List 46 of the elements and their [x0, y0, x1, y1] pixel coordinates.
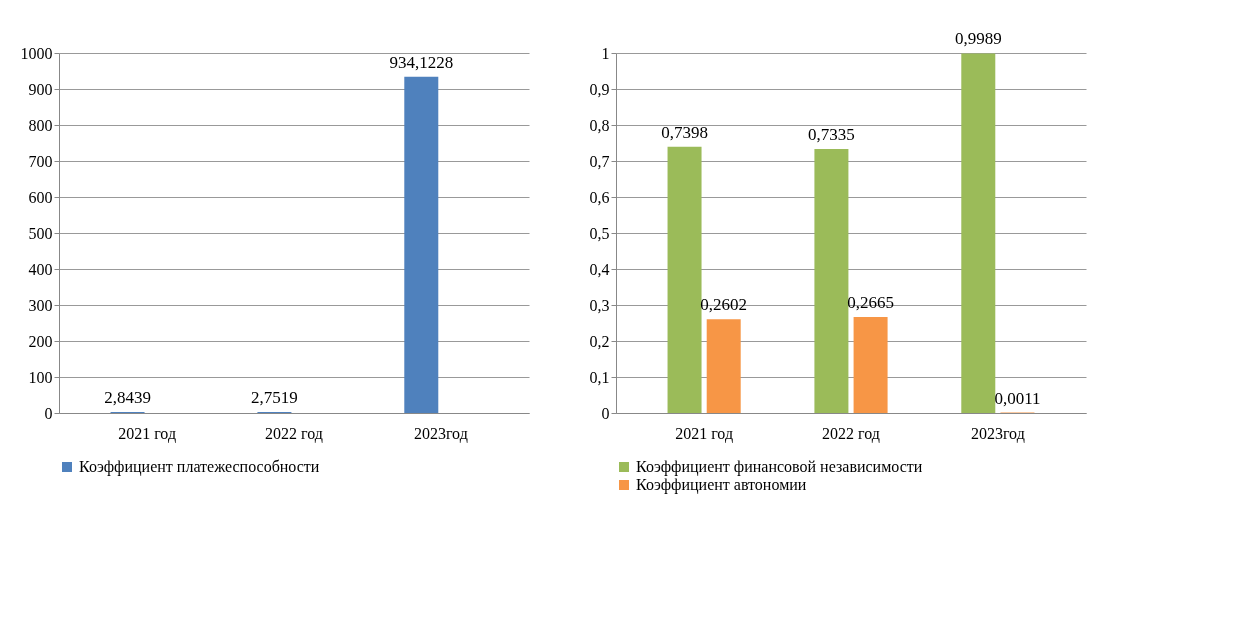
y-tick-label: 600: [28, 188, 53, 206]
data-label: 934,1228: [389, 52, 454, 72]
data-label: 0,2602: [700, 295, 748, 315]
y-tick-label: 0,9: [589, 80, 610, 98]
data-label: 0,0011: [994, 388, 1041, 408]
y-tick-label: 800: [28, 116, 53, 134]
x-tick-label: 2023год: [413, 424, 468, 443]
y-tick-label: 0: [44, 404, 53, 422]
y-tick-label: 300: [28, 296, 53, 314]
y-tick-label: 0,8: [589, 116, 610, 134]
bar: [814, 148, 849, 413]
data-label: 0,7398: [661, 122, 708, 142]
y-tick-label: 0,4: [589, 260, 610, 278]
bar: [667, 146, 702, 413]
y-tick-label: 1: [601, 44, 610, 62]
data-label: 2,7519: [251, 388, 298, 408]
bar: [706, 319, 741, 413]
y-tick-label: 0,7: [589, 152, 610, 170]
x-tick-label: 2022 год: [822, 424, 880, 443]
data-label: 0,7335: [808, 124, 855, 144]
legend-label: Коэффициент автономии: [636, 476, 807, 494]
y-tick-label: 900: [28, 80, 53, 98]
y-tick-label: 100: [28, 368, 53, 386]
data-label: 0,9989: [954, 29, 1002, 49]
data-label: 0,2665: [847, 293, 894, 313]
x-tick-label: 2022 год: [265, 424, 323, 443]
data-label: 2,8439: [104, 387, 151, 407]
y-tick-label: 400: [28, 260, 53, 278]
x-tick-label: 2021 год: [675, 424, 734, 443]
bar: [961, 53, 996, 413]
bar: [404, 76, 439, 413]
y-tick-label: 200: [28, 332, 53, 350]
bar: [853, 317, 888, 413]
y-tick-label: 0,2: [589, 332, 610, 350]
y-tick-label: 0,3: [589, 296, 610, 314]
x-tick-label: 2023год: [970, 424, 1025, 443]
legend-label: Коэффициент платежеспособности: [79, 458, 320, 476]
x-tick-label: 2021 год: [118, 424, 177, 443]
y-tick-label: 500: [28, 224, 53, 242]
y-tick-label: 0,6: [589, 188, 610, 206]
y-tick-label: 0,5: [589, 224, 610, 242]
y-tick-label: 1000: [20, 44, 53, 62]
y-tick-label: 0,1: [589, 368, 610, 386]
y-tick-label: 700: [28, 152, 53, 170]
y-tick-label: 0: [601, 404, 610, 422]
legend-label: Коэффициент финансовой независимости: [636, 458, 923, 476]
